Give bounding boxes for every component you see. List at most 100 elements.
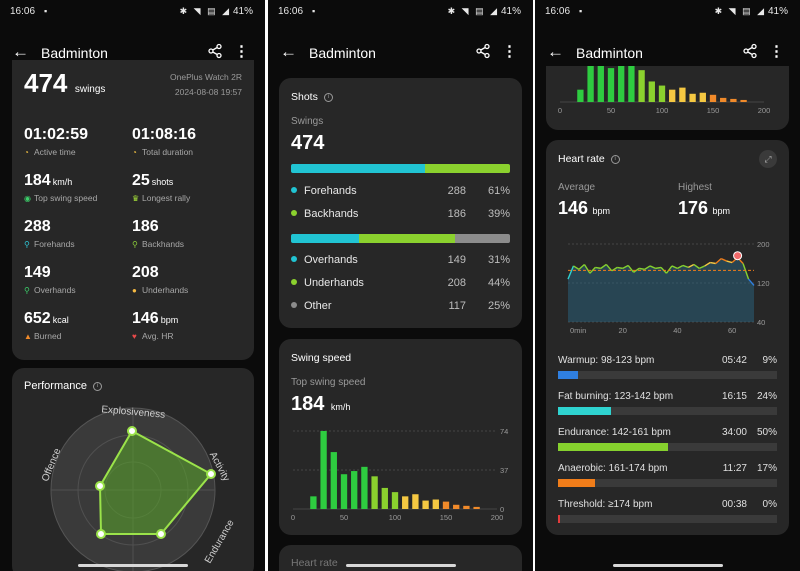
zone-track	[558, 443, 777, 451]
speed-bar	[577, 89, 584, 102]
speed-bar	[381, 487, 388, 509]
shot-row-underhands: Underhands 208 44%	[291, 277, 510, 293]
shot-row-forehands: Forehands 288 61%	[291, 185, 510, 201]
expand-icon[interactable]: ⤢	[759, 150, 777, 168]
speed-bar	[412, 494, 419, 509]
max-hr-unit: bpm	[712, 206, 731, 216]
zone-fill	[558, 443, 668, 451]
hr-line-segment	[578, 263, 585, 270]
screen-shots: 16:06 ▪ ✱ ◥ ▤ ◢ 41% ← Badminton ⋮ Shots …	[268, 0, 533, 571]
x-tick-label: 200	[758, 106, 771, 115]
more-options-icon[interactable]: ⋮	[502, 43, 517, 60]
back-arrow-icon[interactable]: ←	[12, 42, 29, 61]
stat-value: 01:02:59	[24, 126, 89, 143]
zone-fill	[558, 479, 596, 487]
speed-bar	[361, 466, 368, 509]
share-icon[interactable]	[475, 43, 491, 59]
shot-row-count: 186	[447, 208, 466, 220]
zone-percent: 0%	[762, 499, 777, 510]
stat-value: 652	[24, 310, 51, 327]
stat-label-text: Burned	[34, 331, 62, 341]
stat-value: 186	[132, 218, 159, 235]
stat-longest-rally: 25 shots ♛ Longest rally	[132, 172, 190, 203]
home-indicator[interactable]	[612, 564, 723, 567]
speed-bar	[340, 474, 348, 509]
hr-line-segment	[567, 265, 575, 280]
more-options-icon[interactable]: ⋮	[234, 43, 249, 60]
hr-line-segment	[742, 263, 750, 280]
hr-zone-row: Fat burning: 123-142 bpm 16:15 24%	[558, 391, 777, 421]
shot-row-overhands: Overhands 149 31%	[291, 254, 510, 270]
stat-label-text: Total duration	[142, 147, 194, 157]
heart-rate-card-peek: Heart rate	[279, 545, 522, 571]
shot-row-label: Other	[304, 300, 332, 312]
swings-label: Swings	[291, 116, 324, 127]
speed-bar	[720, 97, 727, 102]
speed-bar	[422, 500, 429, 509]
stat-value: 25	[132, 172, 150, 189]
zone-time: 05:42	[721, 355, 747, 366]
radar-shape	[98, 429, 213, 535]
stat-avg-hr: 146 bpm ♥ Avg. HR	[132, 310, 178, 341]
stat-value: 146	[132, 310, 159, 327]
speed-bar	[648, 81, 655, 102]
performance-radar: Explosiveness Activity Endurance Offence	[40, 404, 237, 571]
shot-row-other: Other 117 25%	[291, 300, 510, 316]
swing-speed-card: Swing speed Top swing speed 184 km/h 0 50…	[279, 339, 522, 535]
bar-segment	[291, 234, 359, 243]
hr-line-segment	[605, 264, 613, 272]
stat-label: ◔ Total duration	[132, 147, 196, 157]
stat-value: 288	[24, 218, 51, 235]
shot-row-percent: 25%	[487, 300, 510, 312]
more-options-icon[interactable]: ⋮	[769, 43, 784, 60]
home-indicator[interactable]	[77, 564, 188, 567]
hr-line-segment	[665, 265, 673, 274]
share-icon[interactable]	[742, 43, 758, 59]
signal-icons: ✱ ◥ ▤ ◢	[714, 6, 766, 16]
info-icon[interactable]: i	[323, 92, 333, 102]
zone-label: Endurance: 142-161 bpm	[558, 427, 671, 438]
home-indicator[interactable]	[345, 564, 456, 567]
shots-card: Shots i Swings 474 Forehands 288 61% Backha…	[279, 78, 522, 328]
clock-icon: ◔	[24, 148, 29, 157]
speed-bar	[740, 99, 747, 102]
hr-line-segment	[720, 257, 727, 262]
zone-label: Anaerobic: 161-174 bpm	[558, 463, 668, 474]
swing-speed-chart-partial: 0 50 100 150 200	[558, 66, 771, 115]
session-datetime: 2024-08-08 19:57	[174, 87, 242, 97]
page-title: Badminton	[41, 45, 108, 61]
page-title: Badminton	[576, 45, 643, 61]
zone-label: Warmup: 98-123 bpm	[558, 355, 655, 366]
performance-title: Performance i	[24, 380, 103, 392]
hr-line-segment	[589, 266, 596, 274]
bar-segment	[424, 164, 510, 173]
zone-time: 00:38	[721, 499, 747, 510]
battery-level: 41%	[232, 6, 253, 17]
share-icon[interactable]	[207, 43, 223, 59]
stat-value: 149	[24, 264, 51, 281]
stat-label: ♥ Avg. HR	[132, 331, 178, 341]
stat-label-text: Underhands	[142, 285, 189, 295]
max-label: Highest	[678, 182, 712, 193]
stat-label: ● Underhands	[132, 285, 188, 295]
info-icon[interactable]: i	[93, 381, 103, 391]
heart-rate-card: Heart rate i ⤢ Average 146 bpm Highest 1…	[546, 140, 789, 535]
signal-icons: ✱ ◥ ▤ ◢	[447, 6, 499, 16]
speed-bar	[402, 496, 409, 509]
back-arrow-icon[interactable]: ←	[280, 42, 297, 61]
average-hr: 146 bpm	[558, 198, 610, 219]
heart-rate-peek-title: Heart rate	[291, 557, 338, 569]
stat-unit: km/h	[52, 177, 73, 187]
hr-line-segment	[726, 260, 733, 264]
top-speed: 184 km/h	[291, 393, 350, 416]
back-arrow-icon[interactable]: ←	[547, 42, 564, 61]
info-icon[interactable]: i	[610, 154, 620, 164]
max-hr: 176 bpm	[678, 198, 730, 219]
speed-bar	[669, 89, 676, 102]
speed-bar	[638, 70, 645, 102]
hr-line-segment	[638, 267, 645, 271]
stat-backhands: 186 ⚲ Backhands	[132, 218, 184, 249]
speed-bar	[473, 506, 480, 509]
zone-fill	[558, 515, 561, 523]
speed-bar	[320, 431, 327, 509]
